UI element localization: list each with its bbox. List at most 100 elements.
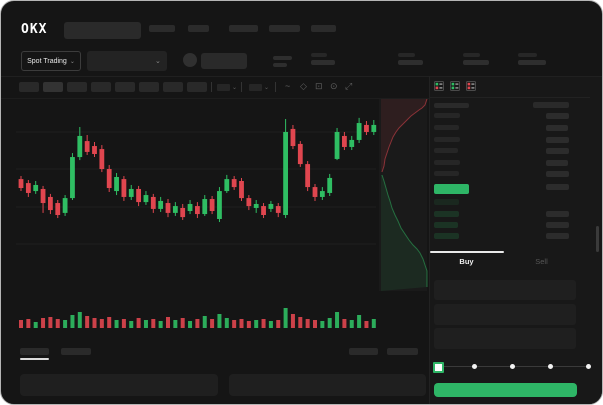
- header-action-button[interactable]: [201, 53, 247, 69]
- volume-bar: [364, 321, 369, 328]
- indicator-dropdown[interactable]: ⌄: [217, 83, 237, 91]
- candle: [297, 143, 303, 165]
- timeframe-button[interactable]: [91, 82, 111, 92]
- okx-logo[interactable]: OKX: [21, 22, 48, 37]
- tab-sell[interactable]: Sell: [535, 257, 548, 266]
- nav-item[interactable]: [311, 25, 336, 32]
- candle: [334, 131, 340, 159]
- candle: [121, 179, 127, 197]
- candle: [33, 184, 39, 192]
- volume-bar: [55, 319, 60, 328]
- order-form-field[interactable]: [434, 304, 576, 325]
- nav-item[interactable]: [149, 25, 175, 32]
- ask-row-price[interactable]: [434, 125, 459, 130]
- timeframe-button[interactable]: [139, 82, 159, 92]
- volume-bar: [85, 316, 90, 328]
- ask-row-price[interactable]: [434, 171, 459, 176]
- timeframe-button[interactable]: [43, 82, 63, 92]
- ask-row-amount[interactable]: [546, 125, 568, 131]
- bid-row-amount[interactable]: [546, 222, 569, 228]
- chart-canvas[interactable]: [1, 98, 429, 334]
- orderbook-all-icon[interactable]: [434, 81, 444, 91]
- snapshot-icon[interactable]: ⊡: [315, 81, 323, 91]
- bid-row-price[interactable]: [434, 199, 459, 205]
- ask-row-price[interactable]: [434, 137, 460, 142]
- market-type-selector[interactable]: Spot Trading ⌄: [21, 51, 81, 71]
- toolbar-divider: [275, 82, 276, 92]
- volume-bar: [77, 312, 82, 328]
- timeframe-button[interactable]: [19, 82, 39, 92]
- bid-row-price[interactable]: [434, 222, 458, 228]
- ask-row-price[interactable]: [434, 113, 460, 118]
- candle: [48, 196, 53, 211]
- bottom-toolbar-button[interactable]: [349, 348, 378, 355]
- volume-bar: [371, 319, 376, 328]
- bid-row-price[interactable]: [434, 211, 459, 217]
- overlay-dropdown[interactable]: ⌄: [249, 83, 269, 91]
- meta-line: [273, 63, 287, 67]
- order-form-field[interactable]: [434, 280, 576, 300]
- timeframe-button[interactable]: [67, 82, 87, 92]
- volume-bar: [239, 319, 244, 328]
- nav-item[interactable]: [229, 25, 258, 32]
- volume-bar: [92, 318, 97, 328]
- candle: [62, 198, 68, 213]
- timeframe-button[interactable]: [187, 82, 207, 92]
- depth-chart-panel: [379, 99, 427, 291]
- ask-row-amount[interactable]: [546, 137, 569, 143]
- slider-stop[interactable]: [585, 364, 591, 369]
- candle: [202, 199, 208, 215]
- ask-row-price[interactable]: [434, 148, 458, 153]
- bid-row-price[interactable]: [434, 233, 459, 239]
- orderbook-bids-icon[interactable]: [450, 81, 460, 91]
- chevron-down-icon: ⌄: [264, 84, 270, 91]
- search-input[interactable]: [64, 22, 141, 39]
- timeframe-button[interactable]: [115, 82, 135, 92]
- ask-row-amount[interactable]: [546, 184, 569, 190]
- bottom-tab[interactable]: [20, 348, 49, 355]
- volume-bar: [202, 316, 207, 328]
- bottom-tab[interactable]: [61, 348, 91, 355]
- last-price-badge[interactable]: [434, 184, 469, 194]
- slider-stop[interactable]: [471, 364, 477, 369]
- orderbook-asks-icon[interactable]: [466, 81, 476, 91]
- market-type-label: Spot Trading: [27, 57, 67, 65]
- ask-row-amount[interactable]: [546, 171, 569, 177]
- avatar[interactable]: [183, 53, 197, 67]
- ask-row-amount[interactable]: [546, 148, 569, 154]
- candlestick-chart[interactable]: [1, 98, 429, 334]
- ask-row-amount[interactable]: [546, 113, 569, 119]
- tab-buy[interactable]: Buy: [459, 257, 474, 266]
- volume-bar: [107, 317, 112, 328]
- slider-stop[interactable]: [509, 364, 515, 369]
- candle: [217, 191, 222, 219]
- chevron-down-icon: ⌄: [232, 84, 238, 91]
- buy-submit-button[interactable]: [434, 383, 577, 397]
- volume-bar: [246, 321, 251, 328]
- timeframe-button[interactable]: [163, 82, 183, 92]
- scrollbar-thumb[interactable]: [596, 226, 599, 252]
- volume-bar: [136, 318, 141, 328]
- bid-row-amount[interactable]: [546, 211, 569, 217]
- bid-row-amount[interactable]: [546, 233, 569, 239]
- nav-item[interactable]: [269, 25, 300, 32]
- shapes-tool-icon[interactable]: ◇: [300, 81, 307, 91]
- bottom-toolbar-button[interactable]: [387, 348, 418, 355]
- line-tool-icon[interactable]: ~: [285, 81, 291, 91]
- slider-handle[interactable]: [433, 362, 444, 373]
- ask-row-amount[interactable]: [546, 160, 568, 166]
- candle: [349, 139, 355, 147]
- volume-bar: [276, 320, 281, 328]
- nav-item[interactable]: [188, 25, 209, 32]
- slider-stop[interactable]: [547, 364, 553, 369]
- pair-selector[interactable]: ⌄: [87, 51, 167, 71]
- volume-bar: [210, 319, 215, 328]
- fullscreen-icon[interactable]: ⤢: [345, 81, 353, 91]
- ask-row-price[interactable]: [434, 160, 460, 165]
- candle: [25, 183, 31, 193]
- stat-value-skeleton: [398, 60, 423, 65]
- stat-label-skeleton: [311, 53, 327, 57]
- chart-settings-icon[interactable]: ⊙: [330, 81, 338, 91]
- order-form-field[interactable]: [434, 328, 576, 349]
- candle: [180, 207, 186, 218]
